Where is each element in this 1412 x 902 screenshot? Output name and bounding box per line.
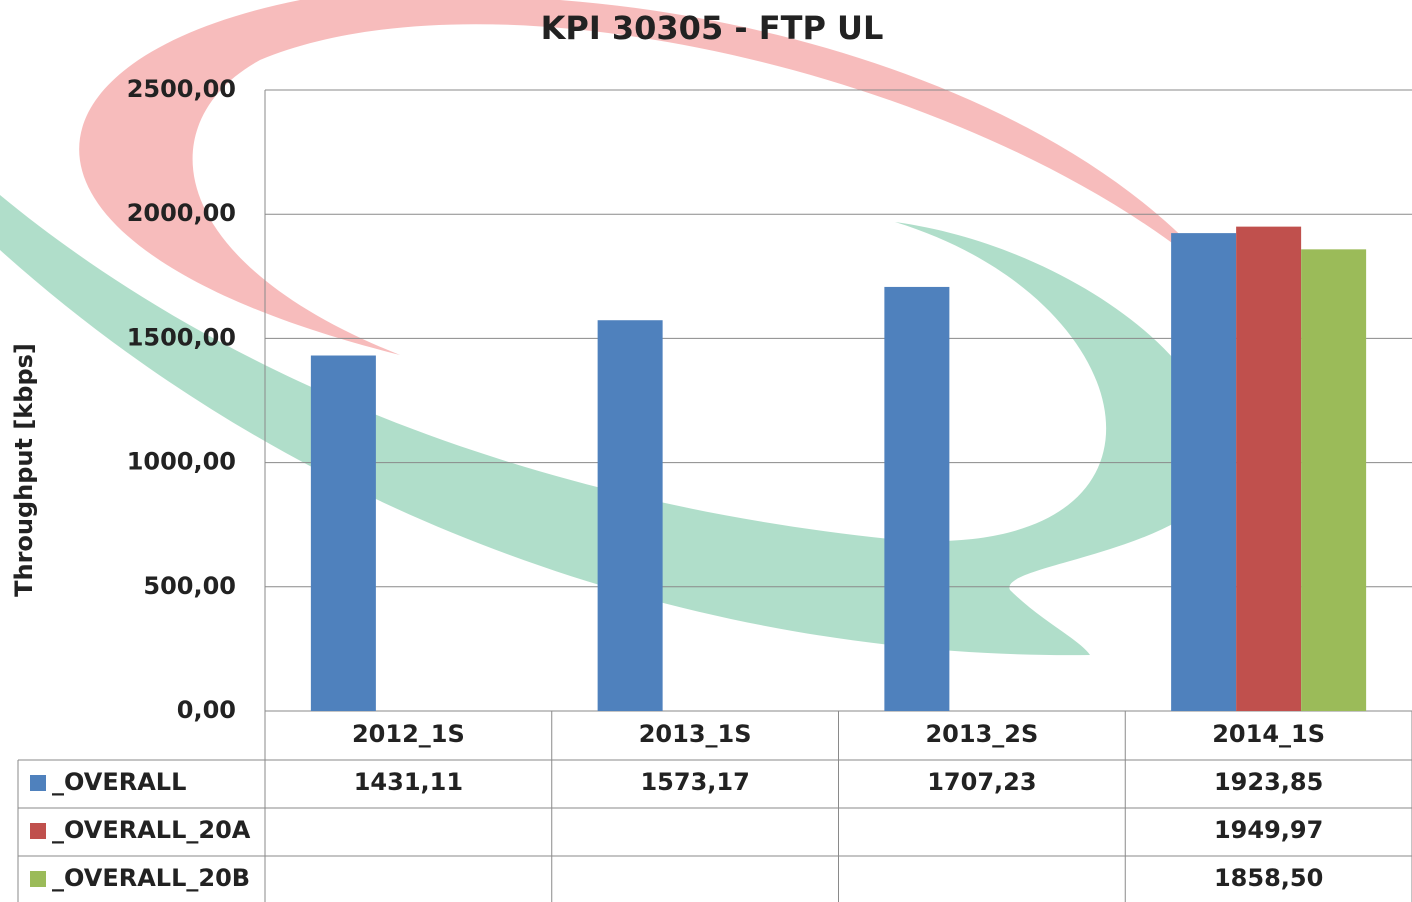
- bar: [1301, 249, 1366, 711]
- x-tick-label: 2013_2S: [925, 720, 1038, 748]
- y-tick-label: 0,00: [177, 696, 236, 724]
- data-table-value: 1431,11: [354, 768, 463, 796]
- chart: KPI 30305 - FTP UL Throughput [kbps] 0,0…: [0, 0, 1412, 902]
- bar: [1236, 227, 1301, 711]
- legend-label: _OVERALL: [52, 768, 186, 796]
- bar: [311, 356, 376, 711]
- x-tick-label: 2014_1S: [1212, 720, 1325, 748]
- y-tick-label: 2000,00: [127, 199, 236, 227]
- bar: [884, 287, 949, 711]
- data-table-value: 1707,23: [927, 768, 1036, 796]
- legend-key: [30, 823, 46, 839]
- legend-label: _OVERALL_20B: [52, 864, 250, 892]
- y-tick-label: 1000,00: [127, 448, 236, 476]
- legend-key: [30, 775, 46, 791]
- bar: [598, 320, 663, 711]
- data-table-value: 1949,97: [1214, 816, 1323, 844]
- legend-label: _OVERALL_20A: [52, 816, 251, 844]
- x-tick-label: 2013_1S: [639, 720, 752, 748]
- chart-title: KPI 30305 - FTP UL: [541, 9, 884, 47]
- y-tick-label: 500,00: [143, 572, 236, 600]
- y-tick-label: 1500,00: [127, 323, 236, 351]
- x-tick-label: 2012_1S: [352, 720, 465, 748]
- y-axis-label: Throughput [kbps]: [10, 343, 38, 597]
- data-table-value: 1573,17: [640, 768, 749, 796]
- bar: [1171, 233, 1236, 711]
- data-table-value: 1923,85: [1214, 768, 1323, 796]
- y-tick-label: 2500,00: [127, 75, 236, 103]
- legend-key: [30, 871, 46, 887]
- data-table-value: 1858,50: [1214, 864, 1323, 892]
